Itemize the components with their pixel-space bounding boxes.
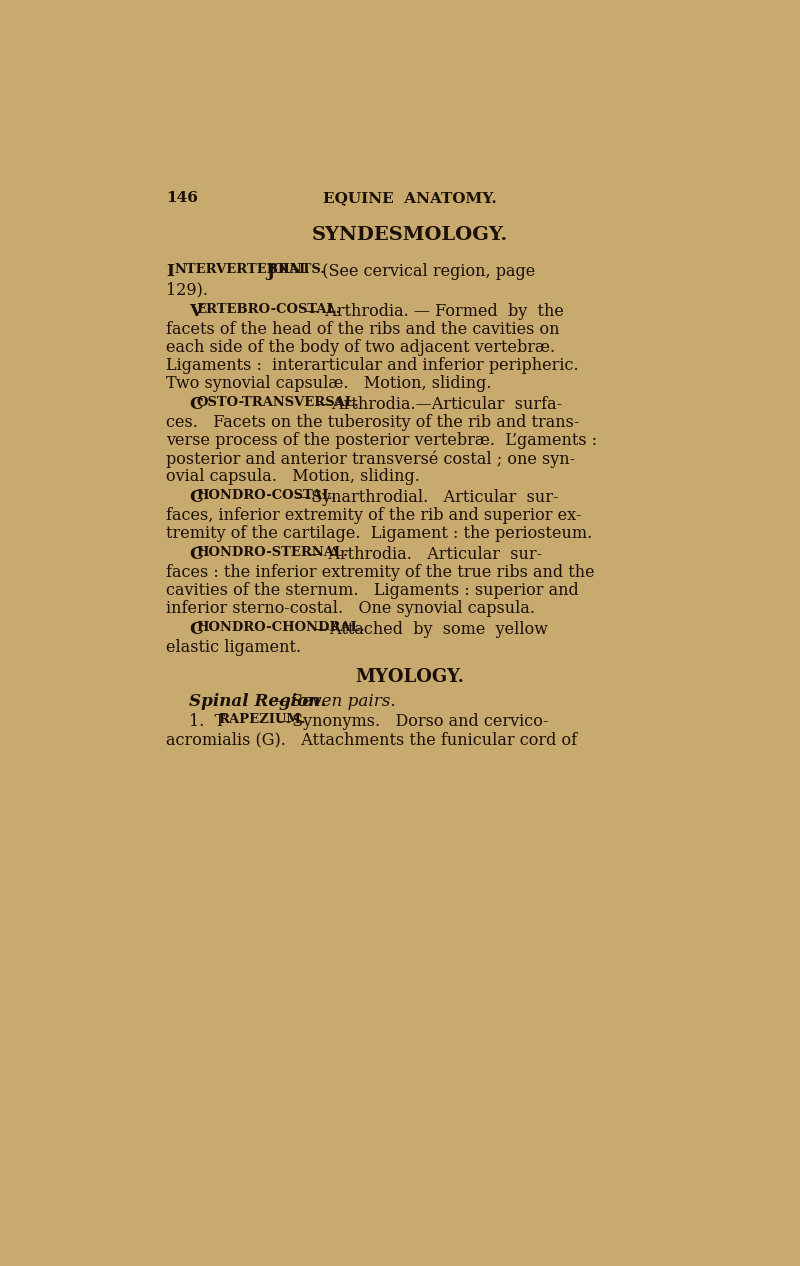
Text: acromialis (G).   Attachments the funicular cord of: acromialis (G). Attachments the funicula… xyxy=(166,732,577,748)
Text: C: C xyxy=(189,396,203,413)
Text: —Synonyms.   Dorso and cervico-: —Synonyms. Dorso and cervico- xyxy=(275,713,548,730)
Text: NTERVERTEBRAL: NTERVERTEBRAL xyxy=(174,263,308,276)
Text: OSTO-TRANSVERSAL.: OSTO-TRANSVERSAL. xyxy=(196,396,359,409)
Text: MYOLOGY.: MYOLOGY. xyxy=(355,668,465,686)
Text: 129).: 129). xyxy=(166,281,208,298)
Text: HONDRO-STERNAL.: HONDRO-STERNAL. xyxy=(196,546,348,560)
Text: J: J xyxy=(266,263,274,280)
Text: posterior and anterior transversé costal ; one syn-: posterior and anterior transversé costal… xyxy=(166,451,575,467)
Text: Spinal Region.: Spinal Region. xyxy=(189,693,326,709)
Text: Two synovial capsulæ.   Motion, sliding.: Two synovial capsulæ. Motion, sliding. xyxy=(166,375,491,392)
Text: inferior sterno-costal.   One synovial capsula.: inferior sterno-costal. One synovial cap… xyxy=(166,600,535,618)
Text: 146: 146 xyxy=(166,191,198,205)
Text: — Arthrodia.   Articular  sur-: — Arthrodia. Articular sur- xyxy=(302,546,542,563)
Text: (See cervical region, page: (See cervical region, page xyxy=(312,263,536,280)
Text: tremity of the cartilage.  Ligament : the periosteum.: tremity of the cartilage. Ligament : the… xyxy=(166,525,592,542)
Text: C: C xyxy=(189,622,203,638)
Text: OINTS.: OINTS. xyxy=(272,263,325,276)
Text: — Arthrodia. — Formed  by  the: — Arthrodia. — Formed by the xyxy=(304,303,564,319)
Text: I: I xyxy=(166,263,174,280)
Text: each side of the body of two adjacent vertebræ.: each side of the body of two adjacent ve… xyxy=(166,339,555,356)
Text: cavities of the sternum.   Ligaments : superior and: cavities of the sternum. Ligaments : sup… xyxy=(166,582,578,599)
Text: C: C xyxy=(189,489,203,506)
Text: V: V xyxy=(189,303,202,319)
Text: elastic ligament.: elastic ligament. xyxy=(166,639,301,656)
Text: EQUINE  ANATOMY.: EQUINE ANATOMY. xyxy=(323,191,497,205)
Text: Ligaments :  interarticular and inferior peripheric.: Ligaments : interarticular and inferior … xyxy=(166,357,578,373)
Text: ERTEBRO-COSTAL.: ERTEBRO-COSTAL. xyxy=(196,303,341,315)
Text: faces : the inferior extremity of the true ribs and the: faces : the inferior extremity of the tr… xyxy=(166,565,594,581)
Text: ces.   Facets on the tuberosity of the rib and trans-: ces. Facets on the tuberosity of the rib… xyxy=(166,414,579,430)
Text: HONDRO-CHONDRAL.: HONDRO-CHONDRAL. xyxy=(196,622,365,634)
Text: verse process of the posterior vertebræ.  L’gaments :: verse process of the posterior vertebræ.… xyxy=(166,432,597,449)
Text: —Seven pairs.: —Seven pairs. xyxy=(274,693,395,709)
Text: faces, inferior extremity of the rib and superior ex-: faces, inferior extremity of the rib and… xyxy=(166,508,582,524)
Text: —Synarthrodial.   Articular  sur-: —Synarthrodial. Articular sur- xyxy=(295,489,558,506)
Text: HONDRO-COSTAL.: HONDRO-COSTAL. xyxy=(196,489,336,503)
Text: RAPEZIUM.: RAPEZIUM. xyxy=(218,713,306,727)
Text: C: C xyxy=(189,546,203,563)
Text: ovial capsula.   Motion, sliding.: ovial capsula. Motion, sliding. xyxy=(166,468,420,485)
Text: —Attached  by  some  yellow: —Attached by some yellow xyxy=(314,622,548,638)
Text: facets of the head of the ribs and the cavities on: facets of the head of the ribs and the c… xyxy=(166,320,559,338)
Text: 1.  T: 1. T xyxy=(189,713,226,730)
Text: —Arthrodia.—Articular  surfa-: —Arthrodia.—Articular surfa- xyxy=(316,396,562,413)
Text: SYNDESMOLOGY.: SYNDESMOLOGY. xyxy=(312,225,508,244)
